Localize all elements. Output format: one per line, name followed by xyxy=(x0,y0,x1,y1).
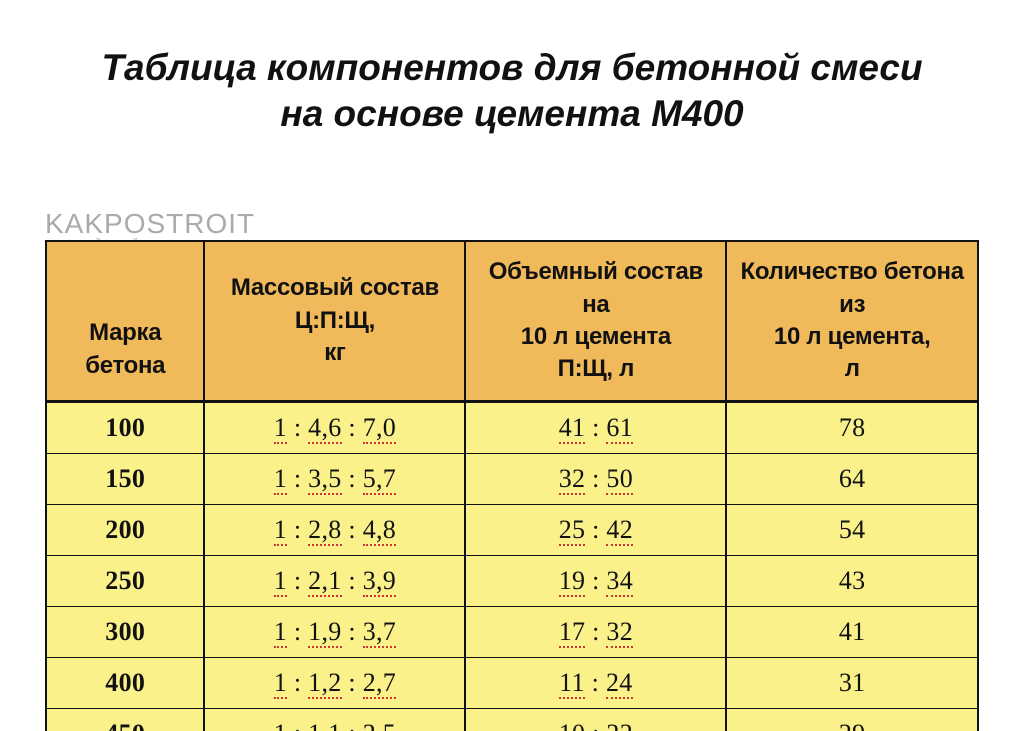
table-header-row: Марка бетона Массовый составЦ:П:Щ,кг Объ… xyxy=(46,241,978,402)
table-row: 1501 : 3,5 : 5,732 : 5064 xyxy=(46,454,978,505)
cell-mass: 1 : 3,5 : 5,7 xyxy=(204,454,465,505)
cell-volume: 17 : 32 xyxy=(465,607,726,658)
cell-mass: 1 : 4,6 : 7,0 xyxy=(204,402,465,454)
table-row: 3001 : 1,9 : 3,717 : 3241 xyxy=(46,607,978,658)
cell-volume: 11 : 24 xyxy=(465,658,726,709)
table-row: 2001 : 2,8 : 4,825 : 4254 xyxy=(46,505,978,556)
col-header-yield: Количество бетона из10 л цемента,л xyxy=(726,241,978,402)
cell-mass: 1 : 2,1 : 3,9 xyxy=(204,556,465,607)
cell-yield: 54 xyxy=(726,505,978,556)
watermark-top: KAKPOSTROIT xyxy=(45,210,255,238)
cell-mass: 1 : 1,9 : 3,7 xyxy=(204,607,465,658)
col-header-volume: Объемный состав на10 л цементаП:Щ, л xyxy=(465,241,726,402)
cell-grade: 450 xyxy=(46,709,204,731)
cell-yield: 29 xyxy=(726,709,978,731)
cell-mass: 1 : 1,2 : 2,7 xyxy=(204,658,465,709)
page-title: Таблица компонентов для бетонной смеси н… xyxy=(0,45,1024,138)
table-row: 4001 : 1,2 : 2,711 : 2431 xyxy=(46,658,978,709)
cell-mass: 1 : 1,1 : 2,5 xyxy=(204,709,465,731)
title-line-1: Таблица компонентов для бетонной смеси xyxy=(101,47,922,88)
col-header-grade: Марка бетона xyxy=(46,241,204,402)
cell-grade: 200 xyxy=(46,505,204,556)
table-body: 1001 : 4,6 : 7,041 : 61781501 : 3,5 : 5,… xyxy=(46,402,978,731)
table-row: 2501 : 2,1 : 3,919 : 3443 xyxy=(46,556,978,607)
col-header-mass: Массовый составЦ:П:Щ,кг xyxy=(204,241,465,402)
components-table: Марка бетона Массовый составЦ:П:Щ,кг Объ… xyxy=(45,240,979,731)
cell-volume: 32 : 50 xyxy=(465,454,726,505)
cell-yield: 78 xyxy=(726,402,978,454)
cell-yield: 43 xyxy=(726,556,978,607)
cell-yield: 64 xyxy=(726,454,978,505)
title-line-2: на основе цемента М400 xyxy=(280,93,743,134)
page: Таблица компонентов для бетонной смеси н… xyxy=(0,45,1024,731)
cell-volume: 25 : 42 xyxy=(465,505,726,556)
cell-volume: 10 : 22 xyxy=(465,709,726,731)
cell-mass: 1 : 2,8 : 4,8 xyxy=(204,505,465,556)
cell-yield: 41 xyxy=(726,607,978,658)
cell-volume: 19 : 34 xyxy=(465,556,726,607)
cell-grade: 150 xyxy=(46,454,204,505)
cell-yield: 31 xyxy=(726,658,978,709)
cell-grade: 250 xyxy=(46,556,204,607)
table-container: Марка бетона Массовый составЦ:П:Щ,кг Объ… xyxy=(45,240,979,731)
cell-grade: 300 xyxy=(46,607,204,658)
table-row: 1001 : 4,6 : 7,041 : 6178 xyxy=(46,402,978,454)
cell-grade: 400 xyxy=(46,658,204,709)
cell-grade: 100 xyxy=(46,402,204,454)
table-row: 4501 : 1,1 : 2,510 : 2229 xyxy=(46,709,978,731)
cell-volume: 41 : 61 xyxy=(465,402,726,454)
